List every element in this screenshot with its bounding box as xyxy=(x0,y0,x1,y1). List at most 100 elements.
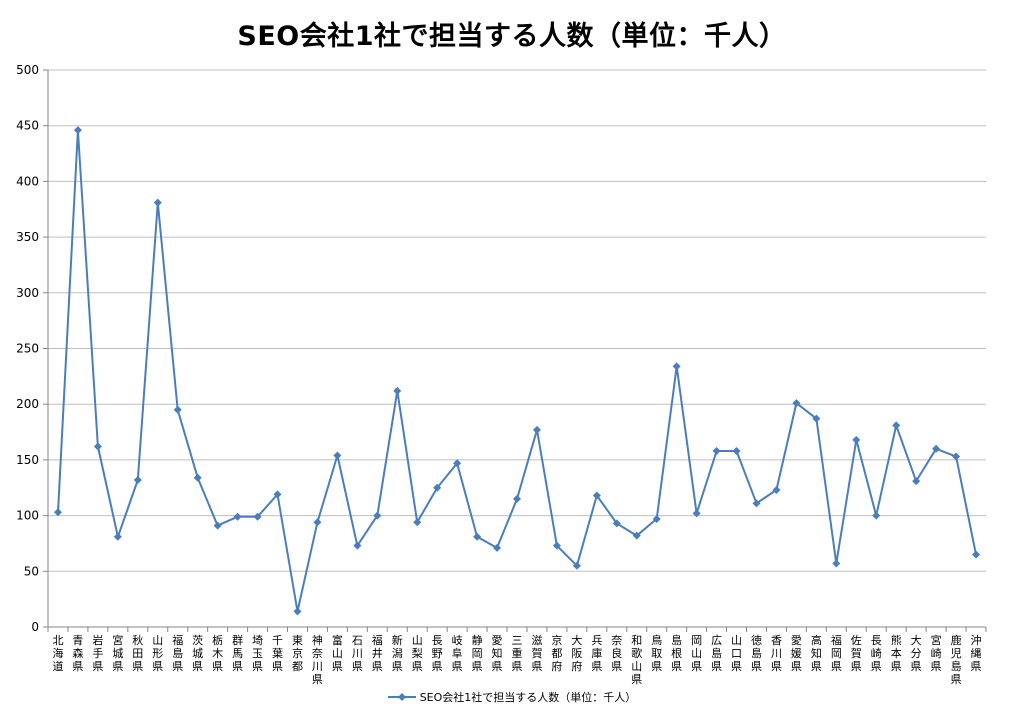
svg-text:栃: 栃 xyxy=(212,633,223,647)
svg-text:県: 県 xyxy=(112,660,123,673)
x-tick-label: 鳥取県 xyxy=(651,633,662,673)
y-tick-label: 0 xyxy=(31,620,39,634)
svg-text:山: 山 xyxy=(631,660,642,673)
svg-text:県: 県 xyxy=(512,660,523,673)
svg-text:神: 神 xyxy=(312,633,323,647)
y-tick-label: 500 xyxy=(16,63,39,77)
svg-text:秋: 秋 xyxy=(132,633,143,647)
svg-text:川: 川 xyxy=(771,647,782,660)
svg-text:児: 児 xyxy=(951,647,962,660)
svg-text:県: 県 xyxy=(172,660,183,673)
gridlines xyxy=(48,69,986,572)
x-tick-label: 群馬県 xyxy=(232,633,243,673)
data-point xyxy=(672,362,681,371)
data-point xyxy=(892,421,901,430)
data-point xyxy=(832,559,841,568)
x-tick-label: 広島県 xyxy=(711,634,722,673)
svg-text:都: 都 xyxy=(551,647,562,660)
svg-text:縄: 縄 xyxy=(971,646,982,660)
data-point xyxy=(532,425,541,434)
svg-text:府: 府 xyxy=(571,659,582,673)
svg-text:良: 良 xyxy=(611,646,622,660)
svg-text:県: 県 xyxy=(711,660,722,673)
data-point xyxy=(133,475,142,484)
svg-text:岐: 岐 xyxy=(452,634,463,647)
svg-text:賀: 賀 xyxy=(851,647,862,660)
svg-text:府: 府 xyxy=(551,659,562,673)
data-point xyxy=(772,485,781,494)
data-point xyxy=(792,399,801,408)
x-tick-label: 大分県 xyxy=(911,633,922,673)
data-point xyxy=(393,386,402,395)
x-tick-labels: 北海道青森県岩手県宮城県秋田県山形県福島県茨城県栃木県群馬県埼玉県千葉県東京都神… xyxy=(52,633,981,686)
svg-text:山: 山 xyxy=(332,647,343,660)
x-tick-label: 長野県 xyxy=(432,634,443,673)
svg-text:都: 都 xyxy=(292,660,303,673)
svg-text:県: 県 xyxy=(671,660,682,673)
x-tick-label: 福井県 xyxy=(372,633,383,673)
data-point xyxy=(113,532,122,541)
svg-text:県: 県 xyxy=(811,660,822,673)
svg-text:県: 県 xyxy=(611,660,622,673)
data-point xyxy=(632,531,641,540)
svg-text:宮: 宮 xyxy=(931,633,942,647)
svg-text:口: 口 xyxy=(731,647,742,660)
data-point xyxy=(453,459,462,468)
x-tick-label: 東京都 xyxy=(292,634,303,673)
x-tick-label: 高知県 xyxy=(811,633,822,673)
svg-text:県: 県 xyxy=(232,660,243,673)
svg-text:分: 分 xyxy=(911,647,922,660)
svg-text:福: 福 xyxy=(372,633,383,647)
svg-text:野: 野 xyxy=(432,647,443,660)
svg-text:川: 川 xyxy=(312,660,323,673)
x-tick-label: 佐賀県 xyxy=(851,633,862,673)
svg-text:県: 県 xyxy=(651,660,662,673)
svg-text:取: 取 xyxy=(651,647,662,660)
data-point xyxy=(273,490,282,499)
svg-text:知: 知 xyxy=(811,646,822,660)
y-tick-label: 50 xyxy=(24,564,39,578)
svg-text:石: 石 xyxy=(352,634,363,647)
x-tick-label: 福岡県 xyxy=(831,633,842,673)
x-tick-label: 富山県 xyxy=(332,633,343,673)
x-tick-label: 静岡県 xyxy=(472,633,483,673)
svg-text:県: 県 xyxy=(152,660,163,673)
x-tick-label: 岐阜県 xyxy=(452,634,463,673)
y-tick-label: 250 xyxy=(16,342,39,356)
svg-text:県: 県 xyxy=(132,660,143,673)
x-tick-label: 香川県 xyxy=(771,634,782,673)
svg-text:媛: 媛 xyxy=(791,646,802,660)
svg-text:沖: 沖 xyxy=(971,634,982,647)
svg-text:形: 形 xyxy=(152,647,163,660)
svg-text:県: 県 xyxy=(891,660,902,673)
svg-text:県: 県 xyxy=(492,660,503,673)
x-tick-label: 愛知県 xyxy=(492,634,503,673)
svg-text:島: 島 xyxy=(671,633,682,647)
svg-text:北: 北 xyxy=(52,634,63,647)
svg-text:鳥: 鳥 xyxy=(651,633,662,647)
svg-text:県: 県 xyxy=(272,660,283,673)
x-tick-label: 石川県 xyxy=(352,634,363,673)
svg-text:梨: 梨 xyxy=(412,646,423,660)
svg-text:三: 三 xyxy=(512,634,523,647)
svg-text:県: 県 xyxy=(352,660,363,673)
svg-text:佐: 佐 xyxy=(851,633,862,647)
data-point xyxy=(712,446,721,455)
svg-text:熊: 熊 xyxy=(891,633,902,647)
x-tick-label: 青森県 xyxy=(72,634,83,673)
data-point xyxy=(752,499,761,508)
legend-marker-icon xyxy=(387,693,416,701)
data-point xyxy=(153,198,162,207)
svg-text:県: 県 xyxy=(312,673,323,686)
svg-text:県: 県 xyxy=(851,660,862,673)
svg-text:長: 長 xyxy=(871,634,882,647)
svg-text:馬: 馬 xyxy=(232,647,243,660)
x-tick-label: 熊本県 xyxy=(891,633,902,673)
series-line xyxy=(57,129,977,613)
x-tick-label: 島根県 xyxy=(671,633,682,673)
svg-text:岡: 岡 xyxy=(691,634,702,647)
svg-text:山: 山 xyxy=(691,647,702,660)
data-point xyxy=(93,442,102,451)
svg-text:本: 本 xyxy=(891,646,902,660)
